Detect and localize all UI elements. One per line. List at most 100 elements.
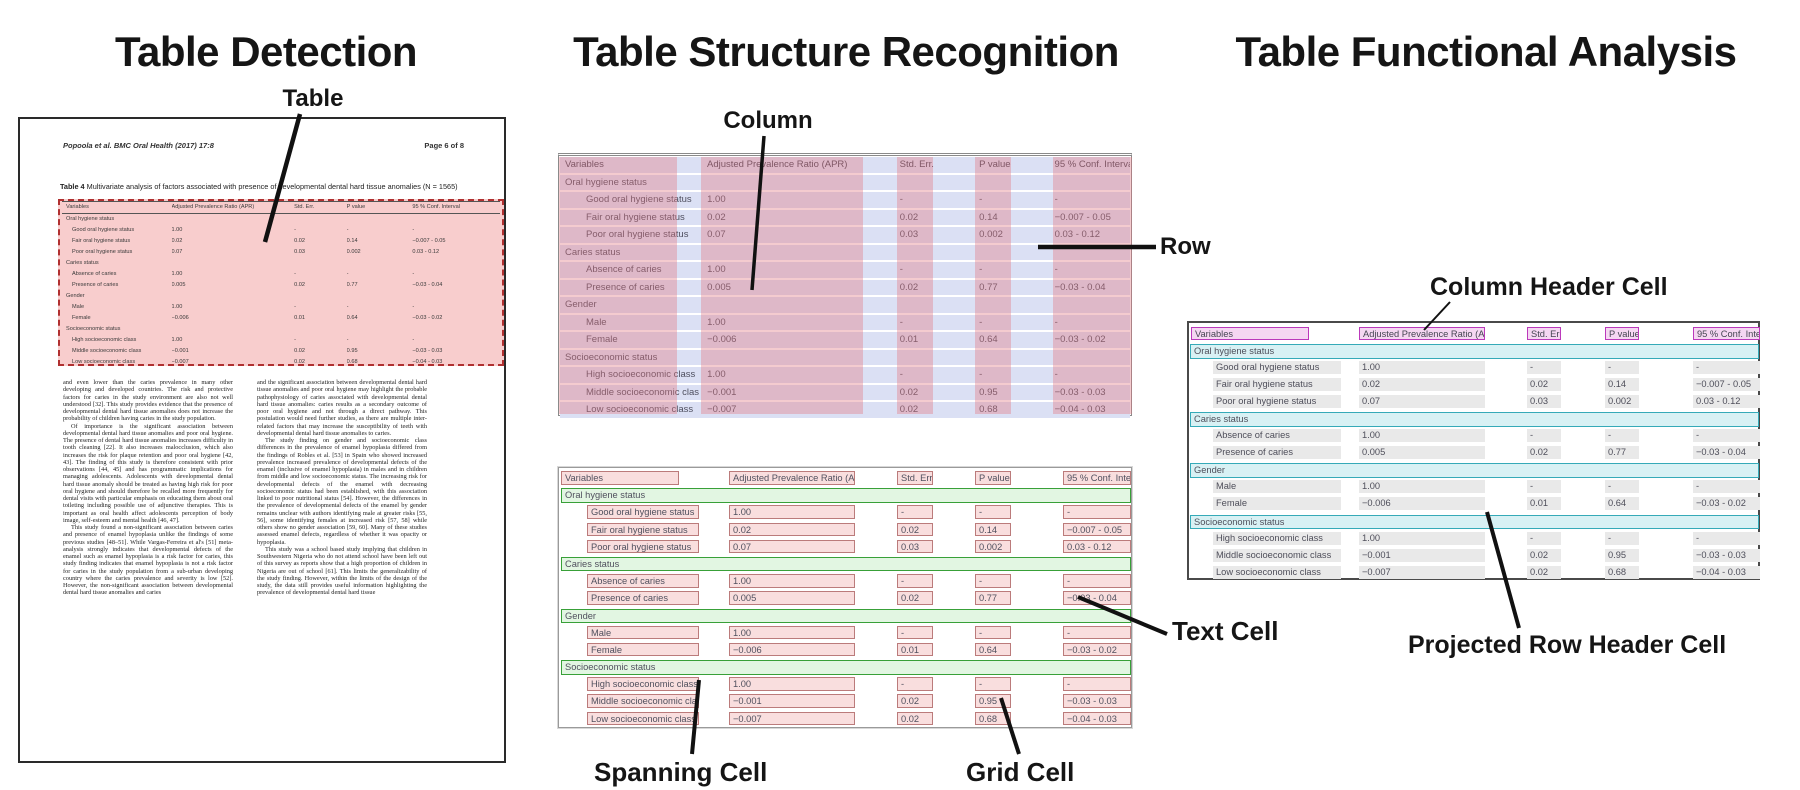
table-cell: 0.005: [1359, 446, 1485, 460]
table-cell: 1.00: [707, 316, 726, 328]
table-row: Good oral hygiene status 1.00 - - -: [559, 504, 1131, 521]
table-cell: -: [1605, 361, 1639, 375]
table-cell: 0.02: [294, 359, 306, 365]
table-cell: 1.00: [729, 625, 855, 640]
table-cell: -: [412, 227, 415, 233]
table-cell: Gender: [565, 299, 597, 310]
table-cell: -: [979, 316, 983, 328]
table-row: Low socioeconomic class −0.007 0.02 0.68 −0.…: [62, 357, 500, 368]
table-cell: 0.95: [1605, 548, 1639, 562]
table-cell: -: [346, 337, 349, 343]
table-cell: Low socioeconomic class: [587, 711, 699, 726]
table-cell: P value: [346, 204, 366, 210]
table-cell: [699, 350, 894, 366]
table-cell: Good oral hygiene status: [587, 505, 699, 519]
spanning-cell: Caries status: [561, 556, 1131, 572]
table-row: Good oral hygiene status 1.00 - - -: [560, 192, 1130, 208]
table-cell: [971, 245, 1050, 261]
table-cell: 0.02: [897, 694, 933, 708]
table-cell: -: [412, 271, 415, 277]
table-cell: 1.00: [707, 369, 726, 380]
table-cell: P value: [975, 471, 1011, 485]
table-cell: Socioeconomic status: [66, 326, 121, 332]
table-cell: [699, 245, 894, 261]
table-cell: 0.03 - 0.12: [1054, 229, 1101, 240]
table-row: Middle socioeconomic class −0.001 0.02 0.95…: [559, 693, 1131, 710]
table-cell: -: [1693, 531, 1760, 545]
spanning-cell: Gender: [561, 608, 1131, 623]
table-cell: −0.03 - 0.04: [412, 282, 443, 288]
table-cell: Middle socioeconomic class: [587, 694, 699, 708]
table-cell: [1051, 350, 1130, 366]
table-cell: [1051, 297, 1130, 313]
table-cell: [294, 258, 347, 269]
table-row: Variables Adjusted Prevalence Ratio (APR)…: [559, 470, 1131, 487]
table-cell: −0.007: [707, 404, 737, 415]
table-cell: −0.007 - 0.05: [1063, 522, 1131, 537]
table-cell: 0.002: [979, 229, 1003, 240]
table-cell: −0.03 - 0.04: [1054, 281, 1106, 293]
callout-table: Table: [282, 85, 344, 112]
table-cell: 1.00: [707, 194, 726, 205]
table-cell: −0.03 - 0.02: [1693, 497, 1760, 511]
table-cell: 0.01: [1527, 497, 1561, 511]
table-row: Male 1.00 - - -: [560, 314, 1130, 330]
table-cell: -: [1605, 429, 1639, 443]
table-cell: -: [346, 304, 349, 310]
table-row: Female −0.006 0.01 0.64 −0.03 - 0.02: [560, 332, 1130, 348]
table-cell: 0.002: [1605, 395, 1639, 409]
table-cell: −0.007: [729, 711, 855, 726]
table-cell: -: [1063, 625, 1131, 640]
table-cell: Female: [587, 642, 699, 657]
table-cell: Male: [587, 625, 699, 640]
table-row: Poor oral hygiene status 0.07 0.03 0.002 0.0…: [559, 539, 1131, 556]
table-row: Socioeconomic status: [62, 324, 500, 335]
table-cell: 0.07: [1359, 395, 1485, 409]
table-cell: Poor oral hygiene status: [587, 539, 699, 554]
table-cell: 1.00: [729, 677, 855, 691]
table-cell: [172, 214, 295, 225]
table-cell: Poor oral hygiene status: [586, 229, 689, 240]
table-cell: 0.02: [294, 348, 306, 354]
page-body-text: and even lower than the caries prevalenc…: [63, 379, 427, 597]
table-cell: [172, 324, 295, 335]
table-cell: −0.03 - 0.03: [1054, 386, 1106, 398]
table-row: Absence of caries 1.00 - - -: [62, 269, 500, 280]
table-cell: Absence of caries: [586, 264, 662, 275]
title-table-detection: Table Detection: [114, 28, 418, 75]
table-cell: −0.001: [1359, 548, 1485, 562]
table-row: Variables Adjusted Prevalence Ratio (APR)…: [1189, 325, 1760, 342]
table-row: Absence of caries 1.00 - - -: [560, 262, 1130, 278]
table-cell: -: [294, 304, 296, 310]
table-cell: 1.00: [171, 227, 183, 233]
table-cell: −0.03 - 0.03: [412, 348, 443, 354]
table-cell: 0.02: [729, 522, 855, 537]
table-cell: -: [346, 271, 349, 277]
table-cell: Adjusted Prevalence Ratio (APR): [171, 204, 255, 210]
table-cell: [347, 291, 413, 302]
table-cell: 0.03 - 0.12: [1693, 395, 1760, 409]
table-cell: −0.03 - 0.04: [1063, 591, 1131, 605]
table-cell: [412, 291, 500, 302]
table-cell: -: [899, 194, 903, 205]
table-cell: -: [1063, 574, 1131, 588]
table-row: Female −0.006 0.01 0.64 −0.03 - 0.02: [1189, 495, 1760, 512]
table-row: Gender: [1189, 461, 1759, 478]
table-cell: 1.00: [1359, 480, 1485, 494]
table-cell: -: [1054, 369, 1058, 380]
table-cell: −0.001: [171, 348, 189, 354]
table-cell: -: [1527, 429, 1561, 443]
table-cell: [1051, 175, 1130, 191]
table-cell: 95 % Conf. Interval: [1054, 159, 1130, 170]
table-row: Oral hygiene status: [560, 174, 1130, 191]
table-cell: 0.68: [975, 711, 1011, 726]
table-cell: Female: [72, 315, 91, 321]
table-cell: 0.02: [899, 211, 919, 223]
table-row: Good oral hygiene status 1.00 - - -: [1189, 359, 1760, 376]
table-row: Middle socioeconomic class −0.001 0.02 0.95…: [1189, 547, 1760, 564]
table-cell: Male: [72, 304, 85, 310]
table-cell: −0.03 - 0.04: [1693, 446, 1760, 460]
table-cell: 0.02: [171, 238, 183, 244]
table-cell: 0.95: [975, 694, 1011, 708]
table-cell: 1.00: [171, 271, 183, 277]
